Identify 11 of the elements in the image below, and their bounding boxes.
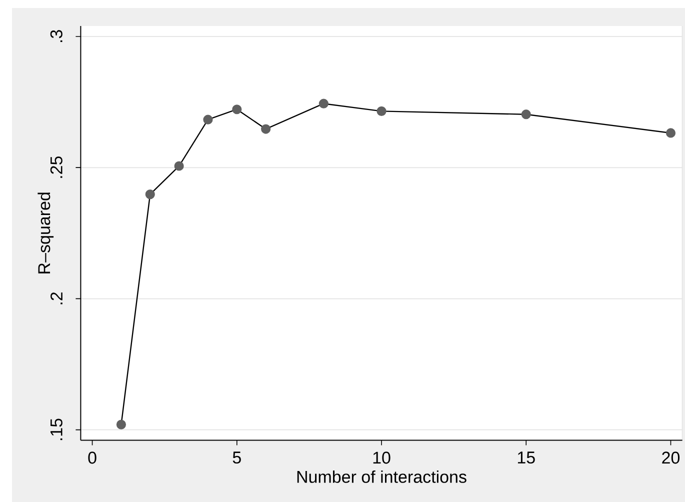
x-tick-label: 0 (88, 452, 96, 464)
y-axis-title: R–squared (38, 192, 54, 274)
x-axis-title: Number of interactions (297, 470, 466, 483)
x-tick-label: 15 (518, 452, 535, 464)
x-tick-label: 10 (373, 452, 390, 464)
y-tick-label: .15 (50, 418, 62, 440)
y-tick-label: .3 (50, 30, 62, 42)
y-tick-label: .25 (50, 156, 62, 178)
x-tick-label: 20 (662, 452, 680, 464)
y-tick-label: .2 (50, 292, 62, 304)
x-tick-label: 5 (232, 452, 241, 464)
